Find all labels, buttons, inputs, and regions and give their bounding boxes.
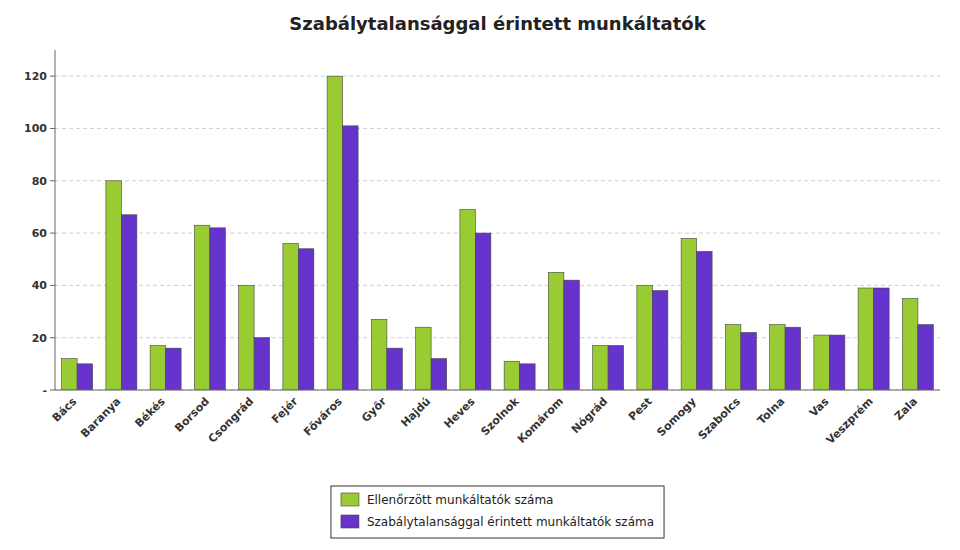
bar (858, 288, 873, 390)
tick-label: Pest (626, 395, 655, 424)
bar (150, 346, 165, 390)
tick-label: Bács (50, 395, 80, 425)
grid-line (55, 180, 940, 181)
bar (652, 291, 667, 390)
tick-mark (50, 285, 55, 286)
bar (416, 327, 431, 390)
chart: Szabálytalansággal érintett munkáltatók -… (0, 0, 960, 550)
legend: Ellenőrzött munkáltatók száma Szabálytala… (331, 486, 664, 538)
bar (741, 332, 756, 390)
tick-label: 80 (32, 175, 48, 188)
bar (785, 327, 800, 390)
tick-label: Borsod (172, 395, 212, 435)
bar (681, 238, 696, 390)
bar (814, 335, 829, 390)
bar (475, 233, 490, 390)
grid-line (55, 285, 940, 286)
bar (770, 325, 785, 390)
bar (298, 249, 313, 390)
tick-label: 40 (32, 279, 48, 292)
bar (460, 210, 475, 390)
tick-mark (50, 128, 55, 129)
bar (239, 285, 254, 390)
bar (166, 348, 181, 390)
x-axis: BácsBaranyaBékésBorsodCsongrád FejérFővár… (50, 390, 940, 447)
tick-label: Baranya (78, 395, 123, 440)
y-axis: - 20 40 60 80 100 120 (24, 50, 940, 397)
bar (327, 76, 342, 390)
bar (77, 364, 92, 390)
bars (62, 76, 934, 390)
bar (548, 272, 563, 390)
tick-label: Békés (132, 395, 168, 431)
bar (343, 126, 358, 390)
tick-label: Szabolcs (696, 395, 744, 443)
tick-label: 20 (32, 332, 48, 345)
grid-line (55, 128, 940, 129)
bar (210, 228, 225, 390)
bar (194, 225, 209, 390)
legend-swatch (341, 493, 359, 506)
legend-entry: Szabálytalansággal érintett munkáltatók … (367, 515, 654, 529)
legend-box (331, 486, 664, 538)
tick-label: Csongrád (206, 395, 257, 446)
bar (608, 346, 623, 390)
grid-line (55, 390, 940, 391)
legend-entry: Ellenőrzött munkáltatók száma (367, 493, 554, 507)
bar (254, 338, 269, 390)
tick-label: Főváros (301, 395, 345, 439)
tick-label: Tolna (755, 395, 787, 427)
tick-label: Győr (359, 395, 389, 425)
tick-label: Komárom (515, 395, 566, 446)
bar (387, 348, 402, 390)
bar (431, 359, 446, 390)
tick-label: Somogy (655, 395, 699, 439)
grid-line (55, 337, 940, 338)
grid-line (55, 233, 940, 234)
tick-label: - (42, 384, 47, 397)
tick-label: 100 (24, 122, 47, 135)
bar (283, 244, 298, 390)
grid-line (55, 76, 940, 77)
axis-line (55, 50, 56, 390)
bar (371, 319, 386, 390)
tick-mark (50, 180, 55, 181)
bar (504, 361, 519, 390)
bar (918, 325, 933, 390)
bar (637, 285, 652, 390)
bar (874, 288, 889, 390)
tick-mark (50, 337, 55, 338)
bar (697, 251, 712, 390)
bar (593, 346, 608, 390)
bar (829, 335, 844, 390)
tick-label: Nógrád (569, 395, 610, 436)
tick-mark (50, 390, 55, 391)
axis-line (55, 390, 940, 391)
tick-label: Vas (807, 395, 832, 420)
title: Szabálytalansággal érintett munkáltatók (289, 13, 706, 34)
tick-label: Szolnok (478, 394, 522, 438)
tick-label: Zala (892, 395, 920, 423)
tick-label: Fejér (269, 395, 301, 427)
tick-label: Hajdú (399, 395, 434, 430)
bar (902, 298, 917, 390)
tick-mark (50, 76, 55, 77)
bar (564, 280, 579, 390)
bar (520, 364, 535, 390)
bar (62, 359, 77, 390)
tick-label: 120 (24, 70, 47, 83)
tick-label: Veszprém (824, 395, 876, 447)
tick-label: Heves (442, 395, 478, 431)
bar (121, 215, 136, 390)
legend-swatch (341, 515, 359, 528)
bar (106, 181, 121, 390)
bar (725, 325, 740, 390)
tick-label: 60 (32, 227, 48, 240)
tick-mark (50, 233, 55, 234)
